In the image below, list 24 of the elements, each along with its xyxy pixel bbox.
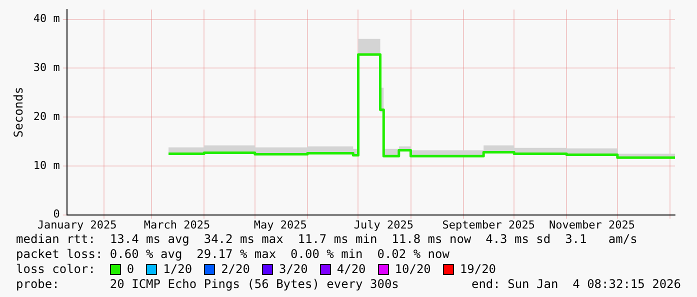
x-tick-label: July 2025 [354,218,414,232]
y-tick-label: 0 [53,208,60,221]
y-tick-label: 20 m [33,110,60,123]
text: median rtt: 13.4 ms avg 34.2 ms max 11.7 ms min 11.8 ms now 4.3 ms sd 3.1 am/s [16,232,638,247]
text: probe: 20 ICMP Echo Pings (56 Bytes) every 300s [16,277,399,292]
text: packet loss: 0.60 % avg 29.17 % max 0.00 % min 0.02 % now [16,247,450,262]
y-tick-label: 10 m [33,158,60,172]
x-tick-label: November 2025 [548,218,636,232]
legend-label: 4/20 [336,262,366,277]
legend-label: 0 [126,262,134,277]
x-tick-label: March 2025 [144,218,210,232]
legend-label: 3/20 [278,262,308,277]
legend-label: 19/20 [460,262,496,277]
y-tick-label: 40 m [33,12,60,26]
text: loss color: [16,262,96,277]
legend-label: 10/20 [394,262,431,277]
text: end: Sun Jan 4 08:32:15 2026 [471,277,681,292]
x-tick-label: May 2025 [254,218,307,232]
y-axis-title: Seconds [11,86,26,138]
x-tick-label: September 2025 [442,218,536,232]
x-tick-label: January 2025 [37,218,117,232]
legend-label: 1/20 [163,262,192,277]
y-tick-label: 30 m [33,61,60,74]
legend-label: 2/20 [221,262,250,277]
